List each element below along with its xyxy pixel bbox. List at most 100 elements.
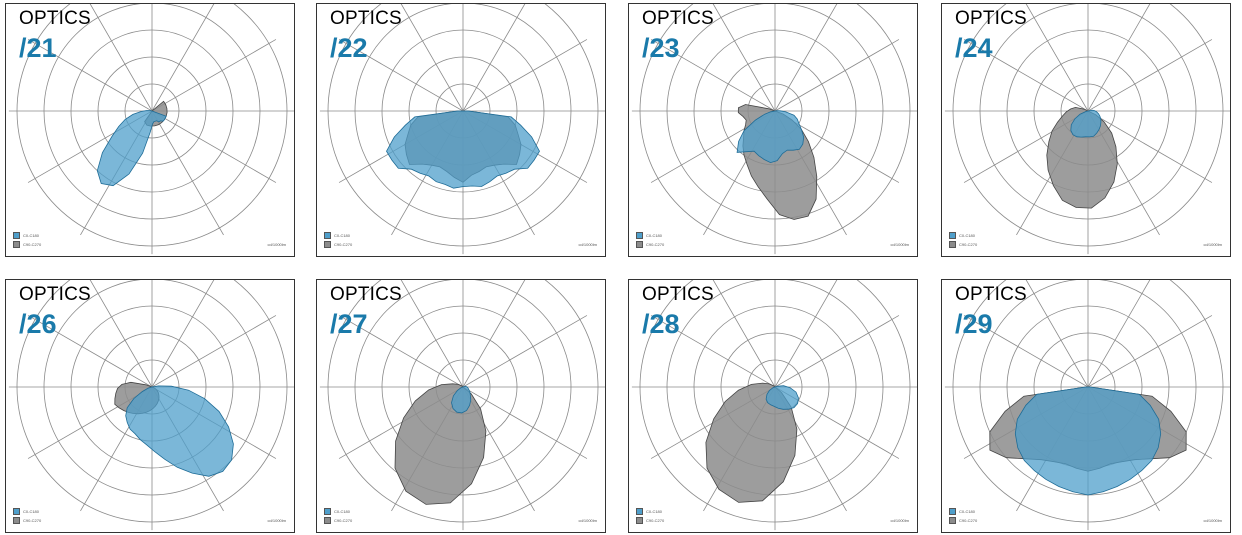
legend-entry: C90-C270 — [324, 240, 352, 248]
optics-panel: OPTICS/26 C0-C180 C90-C270 cd/1000lm — [5, 279, 295, 533]
optics-code: /24 — [955, 33, 993, 63]
legend-label: C90-C270 — [959, 517, 978, 523]
series-c90-c270 — [394, 383, 487, 505]
series-c90-c270 — [1046, 106, 1118, 209]
legend: C0-C180 C90-C270 — [636, 230, 664, 248]
optics-panel: OPTICS/28 C0-C180 C90-C270 cd/1000lm — [628, 279, 918, 533]
series-c0-c180 — [386, 110, 540, 189]
legend-entry: C0-C180 — [324, 231, 352, 239]
legend-swatch — [949, 240, 956, 248]
legend-swatch — [636, 231, 643, 239]
legend-swatch — [949, 516, 956, 524]
legend-entry: C90-C270 — [13, 240, 41, 248]
legend-label: C90-C270 — [334, 517, 353, 523]
legend-label: C90-C270 — [23, 241, 42, 247]
optics-header: OPTICS — [330, 284, 402, 305]
optics-code: /23 — [642, 33, 680, 63]
series-c0-c180 — [736, 110, 805, 164]
legend: C0-C180 C90-C270 — [13, 230, 41, 248]
legend: C0-C180 C90-C270 — [324, 506, 352, 524]
legend-swatch — [324, 507, 331, 515]
optics-panel: OPTICS/22 C0-C180 C90-C270 cd/1000lm — [316, 3, 606, 257]
legend-swatch — [636, 240, 643, 248]
legend-label: C90-C270 — [646, 241, 665, 247]
unit-label: cd/1000lm — [578, 242, 597, 247]
optics-header: OPTICS — [330, 8, 402, 29]
optics-header: OPTICS — [642, 284, 714, 305]
legend-swatch — [324, 231, 331, 239]
legend-label: C0-C180 — [646, 232, 663, 238]
legend-entry: C90-C270 — [636, 516, 664, 524]
optics-panel: OPTICS/27 C0-C180 C90-C270 cd/1000lm — [316, 279, 606, 533]
legend-entry: C90-C270 — [324, 516, 352, 524]
unit-label: cd/1000lm — [578, 518, 597, 523]
series-c0-c180 — [1014, 386, 1162, 496]
series-c0-c180 — [765, 385, 799, 410]
unit-label: cd/1000lm — [1203, 518, 1222, 523]
legend-swatch — [636, 516, 643, 524]
optics-header: OPTICS — [955, 8, 1027, 29]
legend-label: C0-C180 — [23, 232, 40, 238]
legend-swatch — [949, 507, 956, 515]
legend-label: C90-C270 — [334, 241, 353, 247]
legend-swatch — [13, 507, 20, 515]
legend-swatch — [13, 231, 20, 239]
series-c0-c180 — [451, 385, 472, 414]
legend-entry: C0-C180 — [324, 507, 352, 515]
unit-label: cd/1000lm — [267, 242, 286, 247]
legend-label: C0-C180 — [646, 508, 663, 514]
legend: C0-C180 C90-C270 — [636, 506, 664, 524]
unit-label: cd/1000lm — [267, 518, 286, 523]
optics-header: OPTICS — [19, 284, 91, 305]
optics-code: /26 — [19, 309, 57, 339]
legend-swatch — [636, 507, 643, 515]
polar-plot — [944, 4, 1230, 255]
legend-entry: C0-C180 — [13, 507, 41, 515]
legend: C0-C180 C90-C270 — [949, 230, 977, 248]
polar-plot — [8, 280, 294, 531]
legend-label: C0-C180 — [959, 508, 976, 514]
optics-header: OPTICS — [642, 8, 714, 29]
polar-plot — [631, 280, 917, 531]
unit-label: cd/1000lm — [1203, 242, 1222, 247]
legend-label: C90-C270 — [959, 241, 978, 247]
legend-swatch — [949, 231, 956, 239]
series-c90-c270 — [705, 382, 798, 503]
series-c0-c180 — [1070, 109, 1102, 138]
optics-code: /27 — [330, 309, 368, 339]
legend-swatch — [13, 516, 20, 524]
optics-panel: OPTICS/23 C0-C180 C90-C270 cd/1000lm — [628, 3, 918, 257]
legend-entry: C90-C270 — [949, 516, 977, 524]
legend-label: C0-C180 — [959, 232, 976, 238]
optics-panel: OPTICS/29 C0-C180 C90-C270 cd/1000lm — [941, 279, 1231, 533]
polar-plot — [944, 280, 1230, 531]
optics-header: OPTICS — [19, 8, 91, 29]
legend-label: C90-C270 — [23, 517, 42, 523]
optics-panel: OPTICS/21 C0-C180 C90-C270 cd/1000lm — [5, 3, 295, 257]
series-c0-c180 — [125, 385, 234, 477]
polar-plot — [631, 4, 917, 255]
optics-code: /22 — [330, 33, 368, 63]
polar-plot — [319, 280, 605, 531]
legend-entry: C0-C180 — [636, 231, 664, 239]
optics-code: /21 — [19, 33, 57, 63]
legend-entry: C90-C270 — [949, 240, 977, 248]
legend-swatch — [13, 240, 20, 248]
legend-entry: C0-C180 — [636, 507, 664, 515]
optics-code: /29 — [955, 309, 993, 339]
legend-label: C90-C270 — [646, 517, 665, 523]
legend-swatch — [324, 240, 331, 248]
legend: C0-C180 C90-C270 — [324, 230, 352, 248]
legend-label: C0-C180 — [334, 232, 351, 238]
polar-plot — [8, 4, 294, 255]
legend-entry: C0-C180 — [949, 507, 977, 515]
legend-entry: C90-C270 — [13, 516, 41, 524]
unit-label: cd/1000lm — [890, 518, 909, 523]
legend: C0-C180 C90-C270 — [949, 506, 977, 524]
legend-swatch — [324, 516, 331, 524]
optics-panel: OPTICS/24 C0-C180 C90-C270 cd/1000lm — [941, 3, 1231, 257]
unit-label: cd/1000lm — [890, 242, 909, 247]
optics-code: /28 — [642, 309, 680, 339]
legend-entry: C90-C270 — [636, 240, 664, 248]
optics-header: OPTICS — [955, 284, 1027, 305]
